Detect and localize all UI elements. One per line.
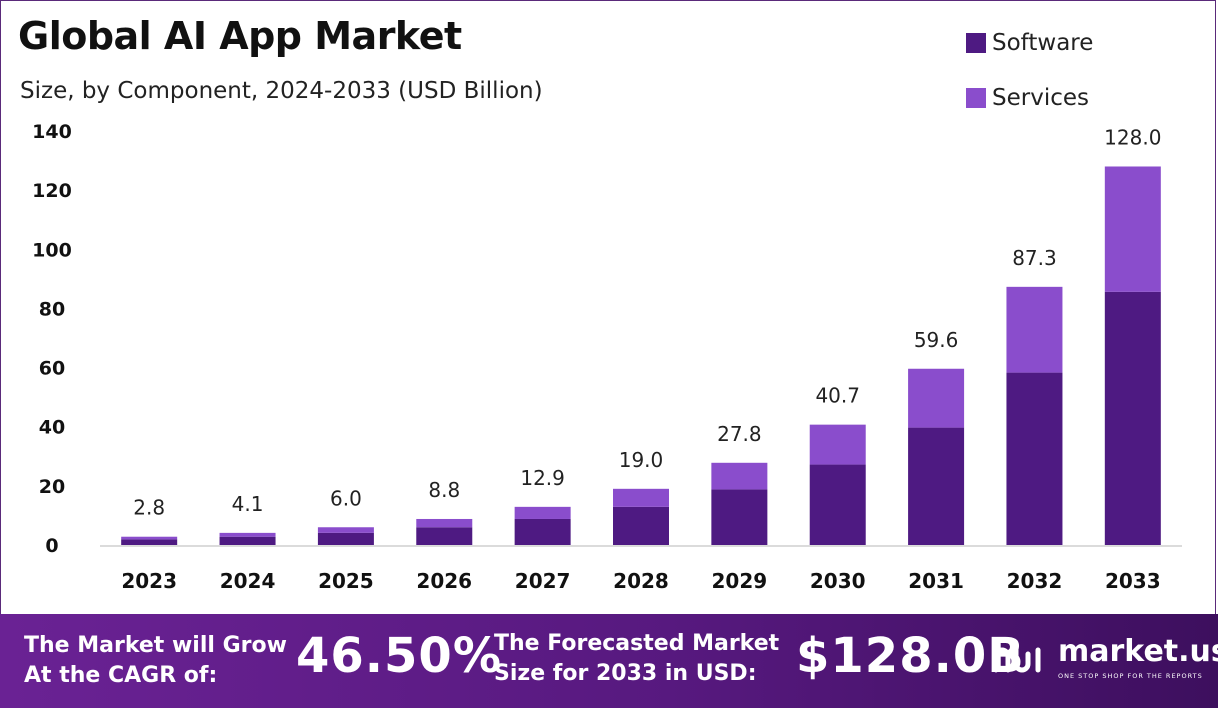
x-tick-label-2027: 2027 (515, 569, 571, 593)
forecast-caption-line2: Size for 2033 in USD: (494, 661, 757, 686)
legend-swatch-services (966, 88, 986, 108)
data-label-2023: 2.8 (133, 496, 165, 520)
bar-software-2024 (219, 536, 276, 545)
bar-services-2026 (416, 518, 473, 528)
bar-services-2023 (121, 536, 178, 540)
bar-software-2028 (613, 506, 669, 545)
x-tick-label-2023: 2023 (121, 569, 177, 593)
bar-chart: 0 20 40 60 80 100 120 140 2.8 2023 4.1 2024 6.0 2025 8… (32, 121, 1182, 593)
data-label-2029: 27.8 (717, 422, 762, 446)
bar-software-2026 (416, 527, 473, 545)
bar-software-2032 (1006, 372, 1063, 545)
data-label-2024: 4.1 (232, 492, 264, 516)
market-us-logo-icon (993, 643, 1041, 673)
bar-services-2033 (1104, 166, 1161, 292)
y-tick-label: 100 (32, 239, 72, 261)
cagr-caption-line1: The Market will Grow (24, 633, 287, 658)
x-tick-label-2031: 2031 (908, 569, 964, 593)
legend-item-services: Services (966, 85, 1089, 111)
data-label-2031: 59.6 (914, 328, 959, 352)
x-tick-label-2032: 2032 (1007, 569, 1063, 593)
forecast-value: $128.0B (796, 628, 1025, 684)
y-tick-label: 60 (39, 358, 65, 380)
bar-software-2027 (514, 518, 571, 545)
x-tick-label-2028: 2028 (613, 569, 669, 593)
cagr-caption-line2: At the CAGR of: (24, 663, 218, 688)
x-tick-label-2025: 2025 (318, 569, 374, 593)
bar-services-2028 (613, 488, 669, 507)
chart-subtitle: Size, by Component, 2024-2033 (USD Billi… (20, 78, 543, 104)
chart-title: Global AI App Market (18, 14, 462, 58)
bar-software-2031 (908, 427, 965, 545)
bar-services-2029 (711, 462, 768, 490)
forecast-caption-line1: The Forecasted Market (494, 631, 780, 656)
x-tick-label-2024: 2024 (220, 569, 276, 593)
forecast-caption: The Forecasted Market Size for 2033 in U… (494, 629, 779, 689)
data-label-2026: 8.8 (428, 478, 460, 502)
data-label-2033: 128.0 (1104, 125, 1161, 149)
y-tick-label: 20 (39, 476, 65, 498)
x-tick-label-2026: 2026 (416, 569, 472, 593)
bar-software-2033 (1104, 291, 1161, 545)
legend-item-software: Software (966, 30, 1093, 56)
bar-services-2024 (219, 532, 276, 537)
bar-services-2030 (809, 424, 866, 465)
bar-software-2029 (711, 489, 768, 545)
y-tick-label: 140 (32, 121, 72, 143)
cagr-caption: The Market will Grow At the CAGR of: (24, 631, 287, 691)
footer-banner: The Market will Grow At the CAGR of: 46.… (0, 614, 1218, 708)
legend-label-services: Services (992, 85, 1089, 111)
bar-software-2023 (121, 539, 178, 545)
data-label-2025: 6.0 (330, 486, 362, 510)
brand-name: market.us (1058, 634, 1218, 669)
data-label-2032: 87.3 (1012, 246, 1057, 270)
bar-services-2031 (908, 368, 965, 428)
x-tick-label-2029: 2029 (712, 569, 768, 593)
legend-label-software: Software (992, 30, 1094, 56)
data-label-2028: 19.0 (619, 448, 664, 472)
y-tick-label: 40 (39, 417, 65, 439)
data-label-2027: 12.9 (520, 466, 565, 490)
bar-software-2030 (809, 464, 866, 545)
bar-software-2025 (317, 532, 374, 545)
bar-services-2032 (1006, 286, 1063, 373)
bar-services-2025 (317, 527, 374, 533)
x-tick-label-2033: 2033 (1105, 569, 1161, 593)
x-tick-label-2030: 2030 (810, 569, 866, 593)
brand-tagline: ONE STOP SHOP FOR THE REPORTS (1058, 672, 1203, 680)
y-tick-label: 0 (45, 535, 58, 557)
bar-services-2027 (514, 506, 571, 519)
cagr-value: 46.50% (296, 628, 502, 684)
legend-swatch-software (966, 33, 986, 53)
y-tick-label: 120 (32, 180, 72, 202)
data-label-2030: 40.7 (815, 384, 860, 408)
y-tick-label: 80 (39, 298, 65, 320)
